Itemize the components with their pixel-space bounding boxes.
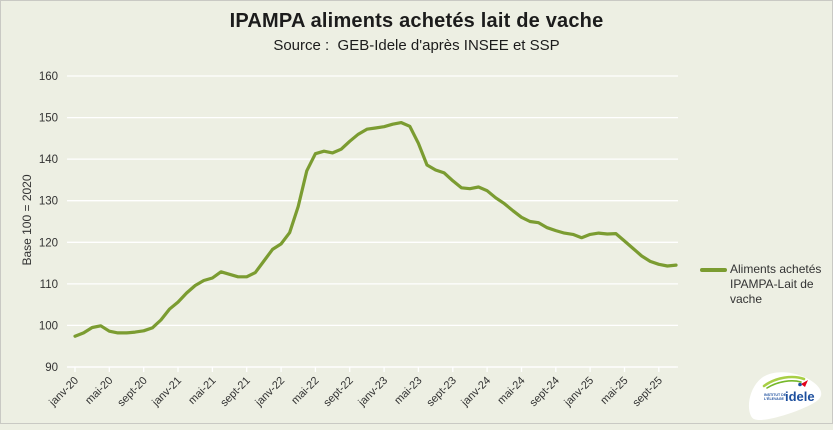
y-axis-label: 160: [39, 71, 58, 83]
legend-label-line: Aliments achetés: [730, 262, 822, 276]
logo-caption-line1: INSTITUT DE: [764, 393, 787, 397]
x-axis-label: janv-21: [149, 375, 184, 410]
legend-line-swatch: [700, 268, 727, 272]
x-axis-label: sept-23: [424, 375, 458, 409]
logo-swoosh-light: [762, 375, 806, 388]
y-axis-label: 110: [40, 279, 58, 291]
x-axis-label: janv-22: [253, 375, 288, 410]
legend-label: Aliments achetés IPAMPA-Lait de vache: [730, 262, 821, 307]
x-axis-label: janv-24: [459, 375, 494, 410]
legend-label-line: IPAMPA-Lait de: [730, 277, 814, 291]
x-axis-label: mai-24: [495, 375, 527, 407]
x-axis-label: mai-20: [83, 375, 115, 407]
x-axis-label: janv-25: [562, 375, 597, 410]
chart-title: IPAMPA aliments achetés lait de vache: [229, 10, 604, 32]
y-axis-label: 90: [45, 362, 58, 374]
idele-logo: INSTITUT DE L'ÉLEVAGE idele: [748, 372, 822, 420]
x-axis-label: sept-20: [115, 375, 149, 409]
legend-label-line: vache: [730, 292, 763, 306]
y-axis-title: Base 100 = 2020: [20, 174, 34, 266]
x-axis-label: sept-21: [218, 375, 252, 409]
y-axis-label: 100: [39, 320, 58, 332]
x-axis-label: mai-23: [392, 375, 424, 407]
x-axis-label: janv-20: [46, 375, 81, 410]
x-axis-label: sept-22: [321, 375, 355, 409]
x-axis-label: mai-22: [289, 375, 321, 407]
y-axis-label: 140: [39, 154, 58, 166]
logo-wordmark: idele: [785, 389, 815, 404]
x-axis-label: mai-25: [598, 375, 630, 407]
x-axis-label: janv-23: [356, 375, 391, 410]
logo-bird-dot: [798, 382, 802, 387]
series-line: [73, 120, 678, 338]
logo-swoosh-dark: [766, 380, 802, 389]
logo-caption-line2: L'ÉLEVAGE: [764, 396, 785, 401]
logo-bird-icon: [801, 380, 808, 387]
y-axis-label: 130: [39, 196, 58, 208]
x-axis-label: mai-21: [186, 375, 218, 407]
y-axis-label: 150: [39, 113, 58, 125]
x-axis-label: sept-24: [527, 375, 561, 409]
x-axis-label: sept-25: [630, 375, 664, 409]
y-axis-label: 120: [39, 237, 58, 249]
chart-subtitle: Source : GEB-Idele d'après INSEE et SSP: [273, 37, 560, 54]
legend: Aliments achetés IPAMPA-Lait de vache: [700, 262, 826, 307]
